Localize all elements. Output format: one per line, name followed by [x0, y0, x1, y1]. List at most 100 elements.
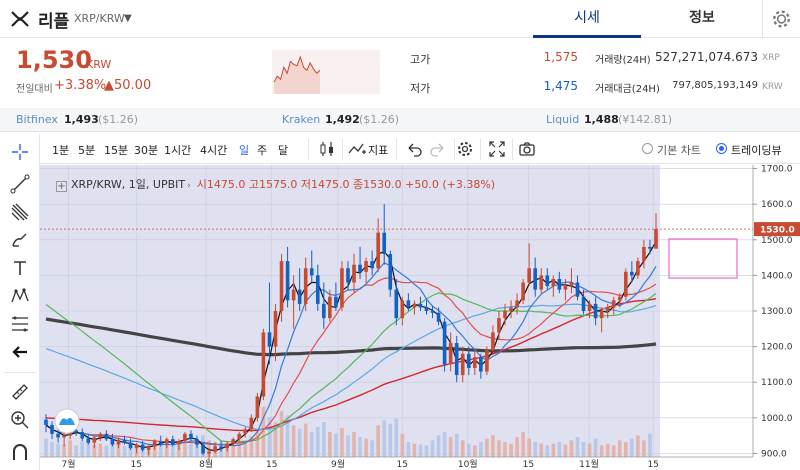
- volume-bar: [285, 415, 290, 457]
- indicator-icon[interactable]: [348, 140, 366, 158]
- collapse-legend-icon[interactable]: +: [56, 181, 67, 192]
- toolbar-divider: [480, 138, 481, 160]
- candle: [418, 303, 423, 308]
- text-tool-icon[interactable]: [10, 258, 30, 278]
- high-label: 고가: [410, 53, 431, 66]
- volume-bar: [605, 443, 610, 457]
- interval-day[interactable]: 일: [239, 144, 250, 157]
- exchange-name[interactable]: Liquid: [546, 113, 580, 126]
- candle: [630, 271, 634, 276]
- candle: [303, 268, 308, 304]
- candle: [491, 332, 495, 351]
- amount-unit: KRW: [762, 82, 783, 92]
- volume-bar: [334, 433, 338, 457]
- interval-4h[interactable]: 4시간: [200, 144, 228, 157]
- volume-bar: [394, 418, 399, 457]
- magnet-icon[interactable]: [10, 442, 30, 462]
- volume-bar: [557, 442, 562, 457]
- volume-bar: [104, 445, 109, 457]
- price-unit: KRW: [86, 58, 112, 71]
- volume-value: 527,271,074.673: [654, 50, 758, 64]
- indicator-label[interactable]: 지표: [368, 144, 389, 157]
- volume-bar: [177, 445, 181, 457]
- pair-label[interactable]: XRP/KRW: [74, 12, 125, 25]
- camera-icon[interactable]: [518, 140, 536, 158]
- arrow-left-icon[interactable]: [10, 342, 30, 362]
- candle: [509, 307, 513, 311]
- redo-icon[interactable]: [428, 140, 446, 158]
- volume-bar: [581, 442, 586, 457]
- volume-bar: [624, 442, 628, 457]
- volume-bar: [98, 443, 103, 457]
- drawing-toolbar: [0, 134, 40, 470]
- volume-bar: [442, 432, 447, 457]
- undo-icon[interactable]: [406, 140, 424, 158]
- candle: [219, 446, 223, 449]
- legend-symbol[interactable]: XRP/KRW, 1일, UPBIT: [71, 178, 186, 191]
- interval-month[interactable]: 달: [278, 144, 289, 157]
- interval-5m[interactable]: 5분: [78, 144, 96, 157]
- interval-1m[interactable]: 1분: [52, 144, 70, 157]
- candle: [249, 417, 254, 430]
- x-tick-label: 15: [523, 460, 534, 470]
- tradingview-label[interactable]: 트레이딩뷰: [731, 144, 782, 157]
- volume-bar: [243, 440, 248, 457]
- brush-icon[interactable]: [10, 230, 30, 250]
- interval-1h[interactable]: 1시간: [164, 144, 192, 157]
- volume-bar: [158, 444, 163, 457]
- volume-bar: [110, 440, 115, 457]
- chevron-down-icon[interactable]: ▼: [124, 13, 132, 24]
- volume-bar: [630, 438, 634, 457]
- pattern-icon[interactable]: [10, 286, 30, 306]
- candlestick-chart[interactable]: 7월 15 8월 15 9월 15 10월 15 11월 15 1700.0 1600.0 1500.0…: [40, 165, 800, 470]
- interval-week[interactable]: 주: [257, 144, 268, 157]
- volume-bar: [418, 444, 423, 457]
- volume-bar: [454, 433, 459, 457]
- candle: [412, 303, 417, 308]
- y-tick-label: 1600.0: [761, 200, 793, 210]
- moving-average-line: [45, 292, 657, 443]
- interval-30m[interactable]: 30분: [134, 144, 159, 157]
- basic-chart-radio[interactable]: [642, 143, 653, 154]
- volume-bar: [267, 417, 272, 457]
- candle: [654, 229, 658, 249]
- tab-market[interactable]: 시세: [533, 0, 641, 38]
- interval-15m[interactable]: 15분: [104, 144, 129, 157]
- candle: [291, 289, 296, 301]
- gear-icon[interactable]: [762, 0, 800, 38]
- volume-bar: [466, 443, 471, 457]
- candle: [225, 443, 229, 449]
- candle: [86, 438, 91, 443]
- candle: [183, 433, 187, 441]
- volume-bar: [56, 443, 60, 457]
- candle: [521, 282, 525, 301]
- chart-settings-gear-icon[interactable]: [456, 140, 474, 158]
- pitchfork-icon[interactable]: [10, 202, 30, 222]
- volume-bar: [503, 442, 507, 457]
- volume-bar: [388, 423, 393, 457]
- ruler-icon[interactable]: [10, 382, 30, 402]
- candle: [315, 275, 320, 304]
- chart-canvas[interactable]: 7월 15 8월 15 9월 15 10월 15 11월 15 1700.0 1600.0 1500.0…: [40, 165, 800, 470]
- trend-line-icon[interactable]: [10, 174, 30, 194]
- candle: [92, 437, 97, 443]
- basic-chart-label[interactable]: 기본 차트: [657, 144, 701, 157]
- exchange-name[interactable]: Bitfinex: [16, 113, 58, 126]
- tradingview-radio[interactable]: [716, 143, 727, 154]
- candle: [485, 350, 489, 372]
- fib-levels-icon[interactable]: [10, 314, 30, 334]
- candle: [636, 261, 640, 276]
- tab-info[interactable]: 정보: [689, 10, 715, 26]
- exchange-name[interactable]: Kraken: [282, 113, 321, 126]
- candle-type-icon[interactable]: [318, 140, 336, 158]
- volume-bar: [171, 441, 175, 457]
- coin-name[interactable]: 리플: [38, 12, 70, 32]
- fullscreen-icon[interactable]: [488, 140, 506, 158]
- candle: [98, 433, 103, 438]
- chevron-down-icon[interactable]: ›: [187, 181, 191, 191]
- candle: [213, 446, 217, 452]
- zoom-in-icon[interactable]: [10, 410, 30, 430]
- volume-bar: [424, 445, 429, 457]
- crosshair-icon[interactable]: [10, 142, 30, 162]
- candle: [177, 440, 181, 445]
